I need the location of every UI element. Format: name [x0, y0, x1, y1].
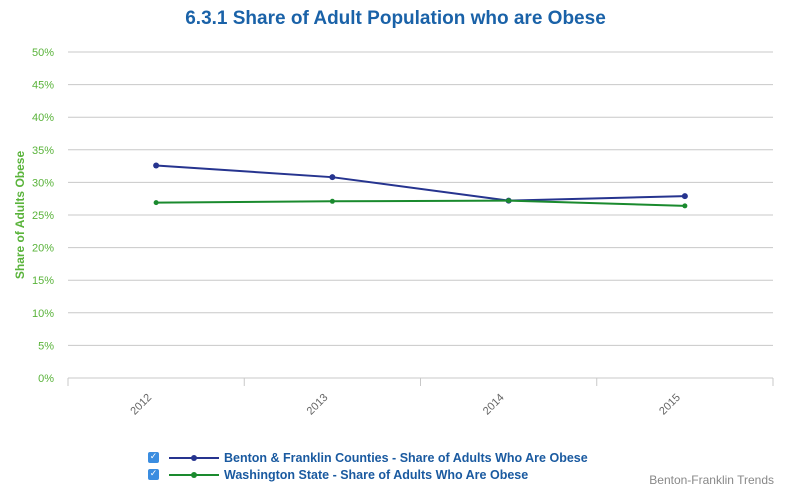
y-tick-label: 10% [32, 308, 54, 320]
legend-label: Benton & Franklin Counties - Share of Ad… [224, 450, 588, 465]
series-line-washington-state [156, 199, 685, 207]
y-tick-label: 35% [32, 145, 54, 157]
y-tick-label: 45% [32, 80, 54, 92]
checkbox-icon[interactable]: ✓ [148, 469, 159, 480]
data-point [153, 200, 159, 206]
data-point [329, 198, 335, 204]
x-tick-label: 2012 [128, 392, 154, 418]
y-tick-label: 15% [32, 275, 54, 287]
data-point [329, 174, 336, 181]
data-point [506, 198, 512, 204]
y-axis-title: Share of Adults Obese [13, 151, 27, 280]
series-swatch [169, 454, 219, 461]
chart-legend: ✓ Benton & Franklin Counties - Share of … [148, 449, 588, 483]
y-tick-label: 40% [32, 112, 54, 124]
y-tick-label: 30% [32, 177, 54, 189]
credit-text[interactable]: Benton-Franklin Trends [649, 473, 774, 487]
legend-item-washington-state[interactable]: ✓ Washington State - Share of Adults Who… [148, 466, 588, 483]
y-tick-label: 20% [32, 243, 54, 255]
legend-item-benton-franklin[interactable]: ✓ Benton & Franklin Counties - Share of … [148, 449, 588, 466]
x-tick-label: 2013 [305, 392, 331, 418]
legend-label: Washington State - Share of Adults Who A… [224, 467, 529, 482]
y-tick-label: 0% [38, 373, 54, 385]
data-point [681, 193, 688, 200]
chart-title: 6.3.1 Share of Adult Population who are … [185, 8, 606, 29]
y-tick-label: 25% [32, 210, 54, 222]
y-tick-label: 50% [32, 47, 54, 59]
checkbox-icon[interactable]: ✓ [148, 452, 159, 463]
series-swatch [169, 471, 219, 478]
y-tick-label: 5% [38, 340, 54, 352]
x-tick-label: 2015 [657, 392, 683, 418]
data-point [682, 203, 688, 209]
x-tick-label: 2014 [481, 392, 507, 418]
series-line-benton-franklin [156, 164, 685, 202]
line-chart: 0% 5% 10% 15% 20% 25% 30% 35% 40% 45% 50% 2012 2013 2… [13, 47, 774, 418]
data-point [153, 162, 160, 169]
